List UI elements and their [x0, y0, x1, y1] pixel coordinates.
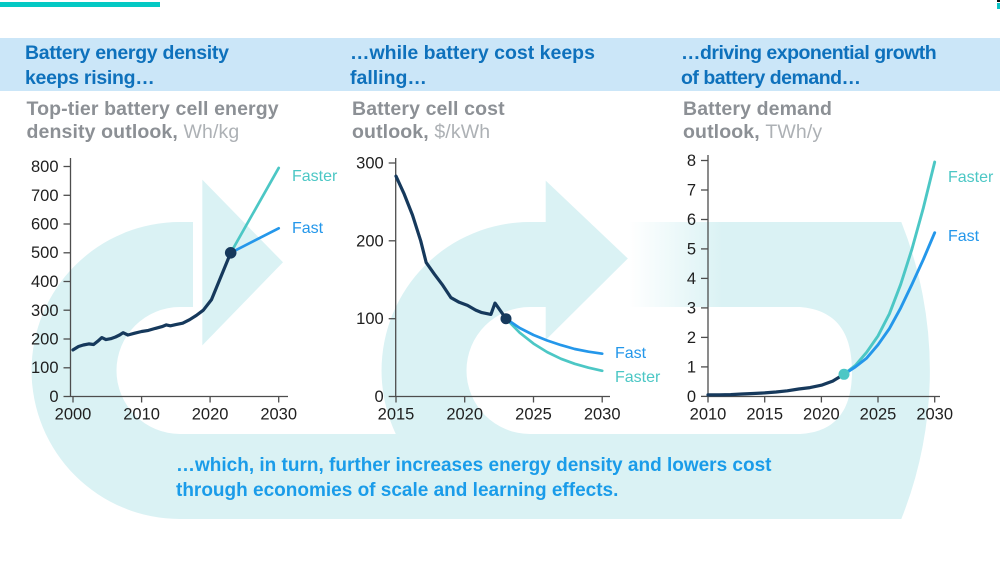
svg-text:1: 1	[687, 358, 696, 376]
svg-text:Faster: Faster	[292, 168, 338, 185]
svg-text:700: 700	[31, 187, 59, 205]
svg-text:200: 200	[31, 331, 59, 349]
svg-text:0: 0	[375, 388, 384, 406]
svg-text:2020: 2020	[192, 406, 229, 424]
svg-text:4: 4	[687, 270, 696, 288]
svg-text:8: 8	[687, 152, 696, 170]
svg-text:500: 500	[31, 244, 59, 262]
svg-text:2030: 2030	[260, 406, 297, 424]
svg-text:300: 300	[31, 302, 59, 320]
svg-text:2015: 2015	[746, 406, 783, 424]
svg-text:Faster: Faster	[948, 169, 994, 186]
svg-text:0: 0	[687, 388, 696, 406]
svg-text:2020: 2020	[446, 406, 483, 424]
svg-text:7: 7	[687, 182, 696, 200]
svg-text:2: 2	[687, 329, 696, 347]
svg-text:2010: 2010	[690, 406, 727, 424]
svg-text:0: 0	[49, 388, 58, 406]
svg-text:Fast: Fast	[615, 345, 647, 362]
svg-text:300: 300	[356, 155, 384, 173]
svg-text:2030: 2030	[916, 406, 953, 424]
svg-text:2030: 2030	[584, 406, 621, 424]
svg-text:2025: 2025	[515, 406, 552, 424]
svg-text:100: 100	[356, 310, 384, 328]
svg-text:2020: 2020	[803, 406, 840, 424]
svg-text:2025: 2025	[860, 406, 897, 424]
svg-text:400: 400	[31, 273, 59, 291]
svg-text:2015: 2015	[378, 406, 415, 424]
svg-text:Fast: Fast	[948, 228, 980, 245]
svg-text:3: 3	[687, 299, 696, 317]
svg-text:2010: 2010	[123, 406, 160, 424]
svg-text:5: 5	[687, 240, 696, 258]
svg-text:2000: 2000	[55, 406, 92, 424]
svg-text:600: 600	[31, 216, 59, 234]
svg-text:200: 200	[356, 232, 384, 250]
svg-text:Fast: Fast	[292, 220, 324, 237]
svg-text:800: 800	[31, 158, 59, 176]
svg-text:100: 100	[31, 359, 59, 377]
svg-text:Faster: Faster	[615, 369, 661, 386]
svg-text:6: 6	[687, 211, 696, 229]
